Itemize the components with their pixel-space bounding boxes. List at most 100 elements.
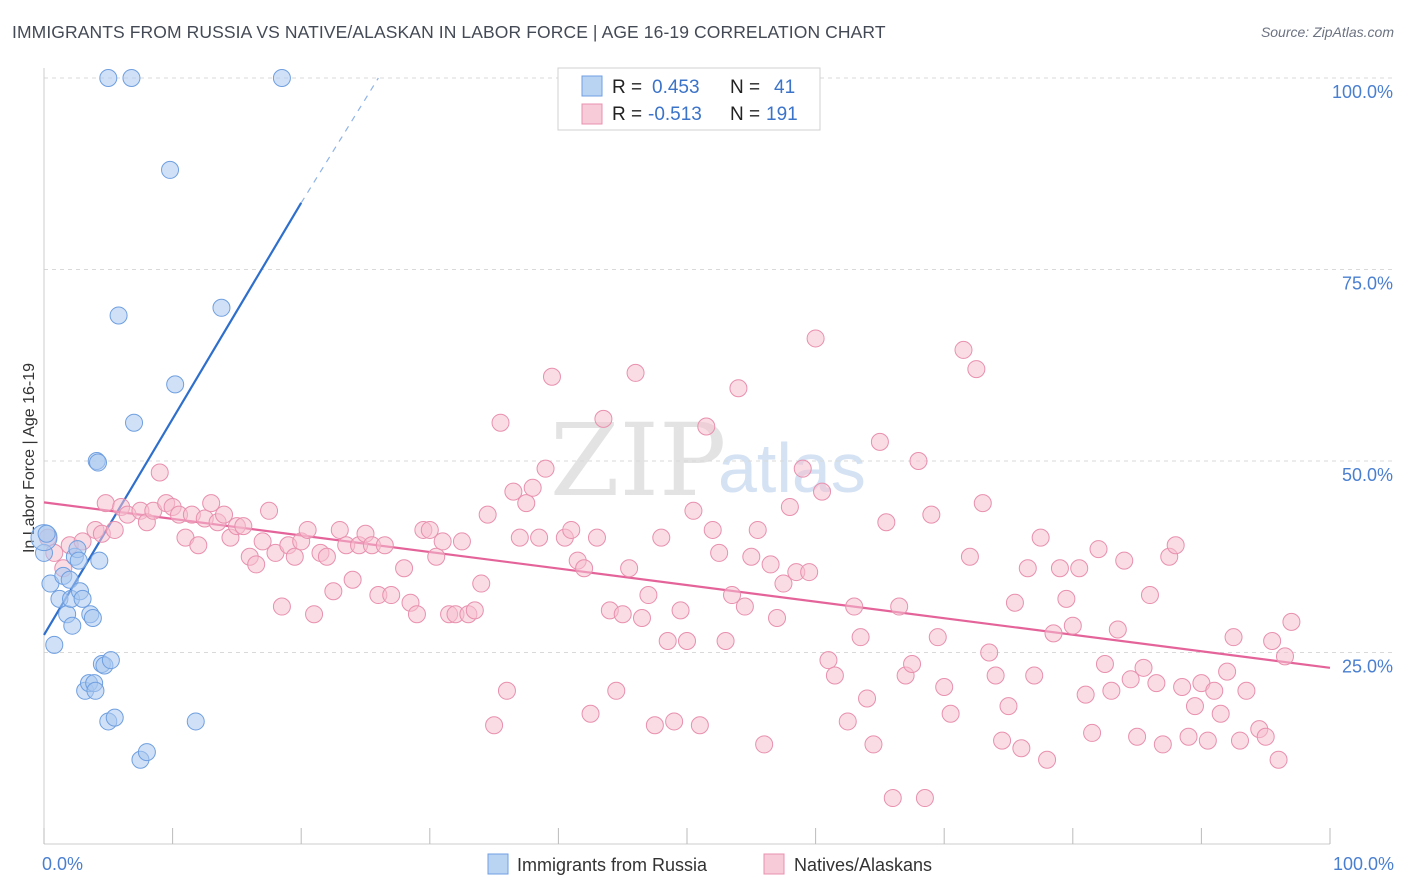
point-natives-131 — [922, 505, 941, 524]
point-natives-63 — [472, 574, 491, 593]
legend-swatch-pink — [581, 103, 603, 125]
point-natives-144 — [1012, 739, 1031, 758]
point-natives-35 — [285, 547, 304, 566]
point-natives-8 — [105, 520, 124, 539]
point-natives-115 — [813, 482, 832, 501]
point-russia-20 — [86, 681, 105, 700]
point-natives-56 — [427, 547, 446, 566]
point-russia-28 — [105, 708, 124, 727]
legend-r-value-1: 0.453 — [652, 77, 700, 98]
point-natives-85 — [620, 559, 639, 578]
point-natives-118 — [838, 712, 857, 731]
point-natives-117 — [825, 666, 844, 685]
point-natives-168 — [1166, 536, 1185, 555]
legend-r-label-2: R = — [612, 104, 642, 125]
point-natives-120 — [851, 628, 870, 647]
y-tick-label-100: 100.0% — [1332, 82, 1393, 102]
point-natives-181 — [1256, 727, 1275, 746]
point-natives-171 — [1185, 697, 1204, 716]
point-natives-184 — [1275, 647, 1294, 666]
point-natives-135 — [954, 340, 973, 359]
bottom-legend-russia: Immigrants from Russia — [517, 855, 708, 875]
trend-line-russia-extension — [300, 77, 379, 204]
point-natives-65 — [485, 716, 504, 735]
point-natives-102 — [729, 379, 748, 398]
point-natives-109 — [774, 574, 793, 593]
point-natives-142 — [999, 697, 1018, 716]
legend-r-label-1: R = — [612, 77, 642, 98]
point-natives-155 — [1083, 723, 1102, 742]
point-natives-27 — [234, 517, 253, 536]
point-natives-81 — [594, 409, 613, 428]
point-natives-92 — [665, 712, 684, 731]
point-natives-113 — [800, 563, 819, 582]
point-natives-126 — [890, 597, 909, 616]
point-natives-66 — [491, 413, 510, 432]
point-natives-177 — [1224, 628, 1243, 647]
point-natives-114 — [806, 329, 825, 348]
point-natives-7 — [96, 494, 115, 513]
x-tick-label-100: 100.0% — [1333, 854, 1394, 874]
point-natives-159 — [1108, 620, 1127, 639]
point-natives-97 — [697, 417, 716, 436]
y-tick-label-25: 25.0% — [1342, 657, 1393, 677]
point-natives-100 — [716, 632, 735, 651]
point-natives-101 — [723, 586, 742, 605]
point-natives-67 — [497, 681, 516, 700]
point-russia-27 — [101, 651, 120, 670]
point-natives-72 — [530, 528, 549, 547]
point-natives-38 — [305, 605, 324, 624]
point-natives-179 — [1237, 681, 1256, 700]
chart-title: IMMIGRANTS FROM RUSSIA VS NATIVE/ALASKAN… — [12, 22, 886, 42]
legend-n-value-1: 41 — [774, 77, 795, 98]
point-natives-183 — [1269, 750, 1288, 769]
point-natives-165 — [1147, 674, 1166, 693]
series-legend: Immigrants from Russia Natives/Alaskans — [487, 853, 932, 875]
series-immigrants-russia — [30, 69, 291, 769]
point-natives-78 — [575, 559, 594, 578]
point-natives-158 — [1102, 681, 1121, 700]
point-natives-150 — [1050, 559, 1069, 578]
point-natives-53 — [407, 605, 426, 624]
point-russia-40 — [37, 524, 56, 543]
point-russia-32 — [137, 743, 156, 762]
point-russia-12 — [69, 551, 88, 570]
point-natives-103 — [735, 597, 754, 616]
point-natives-170 — [1179, 727, 1198, 746]
bottom-legend-natives: Natives/Alaskans — [794, 855, 932, 875]
bottom-swatch-pink — [763, 853, 785, 875]
tick-labels: 25.0% 50.0% 75.0% 100.0% 0.0% 100.0% — [42, 82, 1394, 874]
point-russia-38 — [122, 69, 141, 87]
point-natives-79 — [581, 704, 600, 723]
point-natives-91 — [658, 632, 677, 651]
point-natives-70 — [517, 494, 536, 513]
point-natives-137 — [967, 360, 986, 379]
point-natives-141 — [993, 731, 1012, 750]
point-natives-122 — [864, 735, 883, 754]
point-natives-106 — [755, 735, 774, 754]
point-natives-166 — [1153, 735, 1172, 754]
point-natives-71 — [523, 478, 542, 497]
axes — [43, 68, 1331, 845]
point-natives-169 — [1173, 677, 1192, 696]
point-natives-40 — [317, 547, 336, 566]
point-russia-35 — [186, 712, 205, 731]
point-natives-108 — [768, 609, 787, 628]
point-natives-140 — [986, 666, 1005, 685]
point-natives-112 — [793, 459, 812, 478]
point-russia-3 — [45, 635, 64, 654]
point-natives-138 — [973, 494, 992, 513]
point-natives-57 — [433, 532, 452, 551]
point-natives-178 — [1230, 731, 1249, 750]
point-natives-147 — [1031, 528, 1050, 547]
point-natives-182 — [1263, 632, 1282, 651]
y-tick-label-75: 75.0% — [1342, 274, 1393, 294]
point-natives-88 — [639, 586, 658, 605]
y-tick-label-50: 50.0% — [1342, 465, 1393, 485]
point-natives-124 — [877, 513, 896, 532]
point-russia-33 — [161, 160, 180, 179]
point-natives-116 — [819, 651, 838, 670]
source-credit: Source: ZipAtlas.com — [1260, 24, 1394, 40]
point-natives-24 — [215, 505, 234, 524]
